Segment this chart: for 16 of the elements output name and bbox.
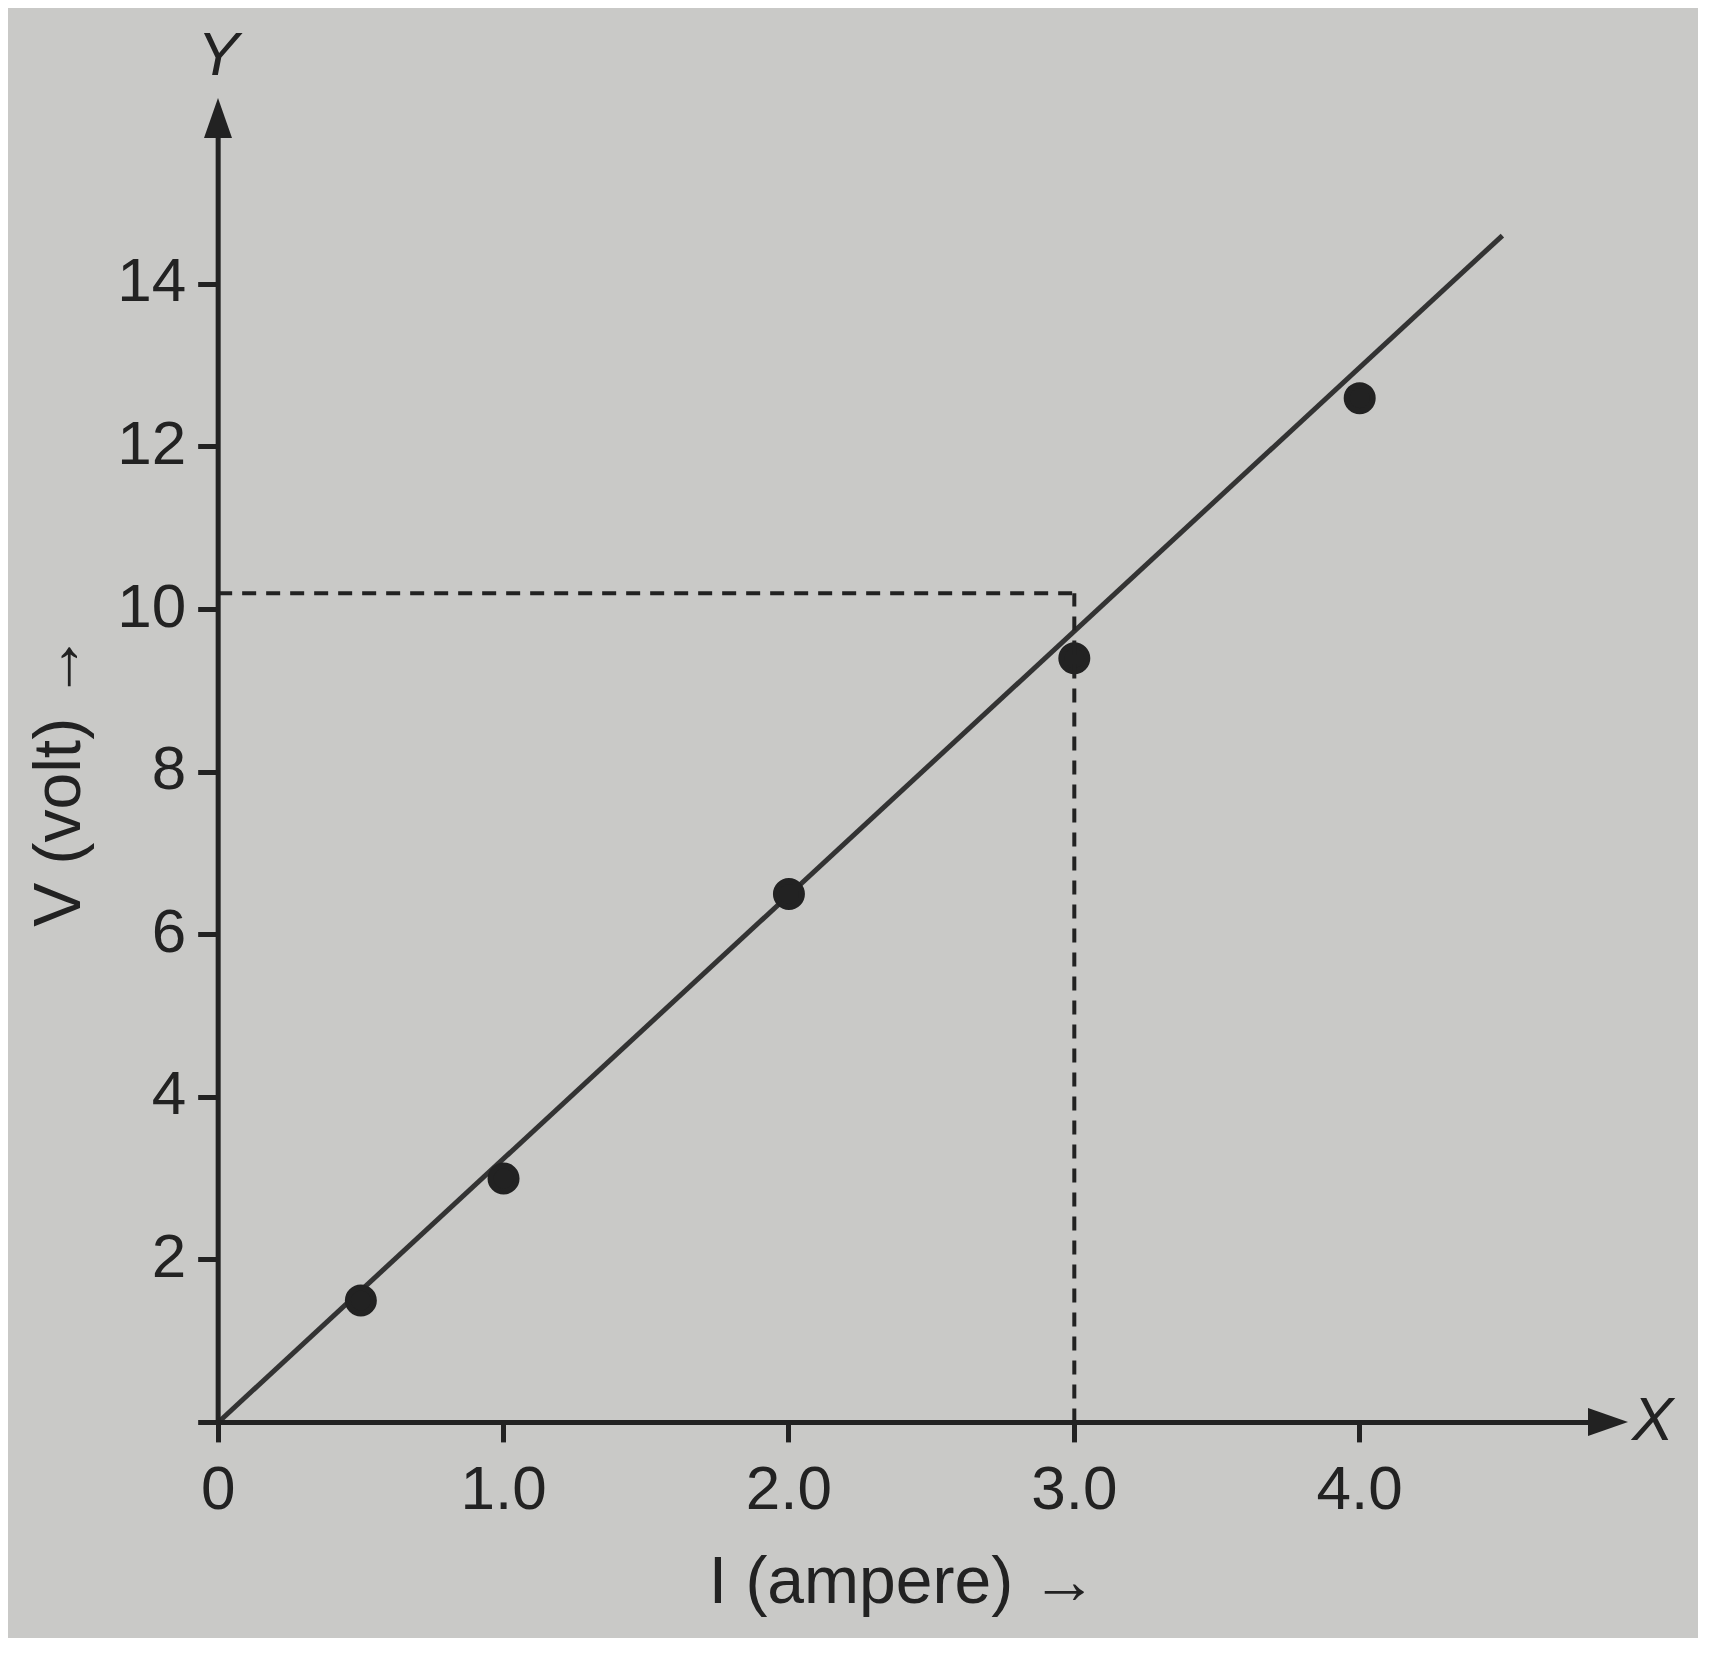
y-tick-label: 14 (117, 245, 187, 315)
x-tick-label: 2.0 (745, 1452, 833, 1522)
x-tick-label: 1.0 (460, 1452, 547, 1522)
x-tick-label: 4.0 (1316, 1452, 1403, 1522)
y-tick-label: 2 (151, 1220, 187, 1290)
y-tick-label: 6 (151, 895, 187, 965)
x-tick-label: 0 (200, 1452, 236, 1522)
x-tick-label: 3.0 (1031, 1452, 1118, 1522)
y-tick-label: 4 (151, 1058, 187, 1128)
y-tick-label: 10 (117, 570, 187, 640)
y-tick-label: 8 (151, 733, 187, 803)
y-axis-title: V (volt) → (19, 633, 94, 927)
text: Y (197, 19, 244, 89)
x-axis-title: I (ampere) → (708, 1542, 1098, 1617)
y-tick-label: 12 (117, 408, 187, 477)
text: X (1630, 1383, 1676, 1453)
